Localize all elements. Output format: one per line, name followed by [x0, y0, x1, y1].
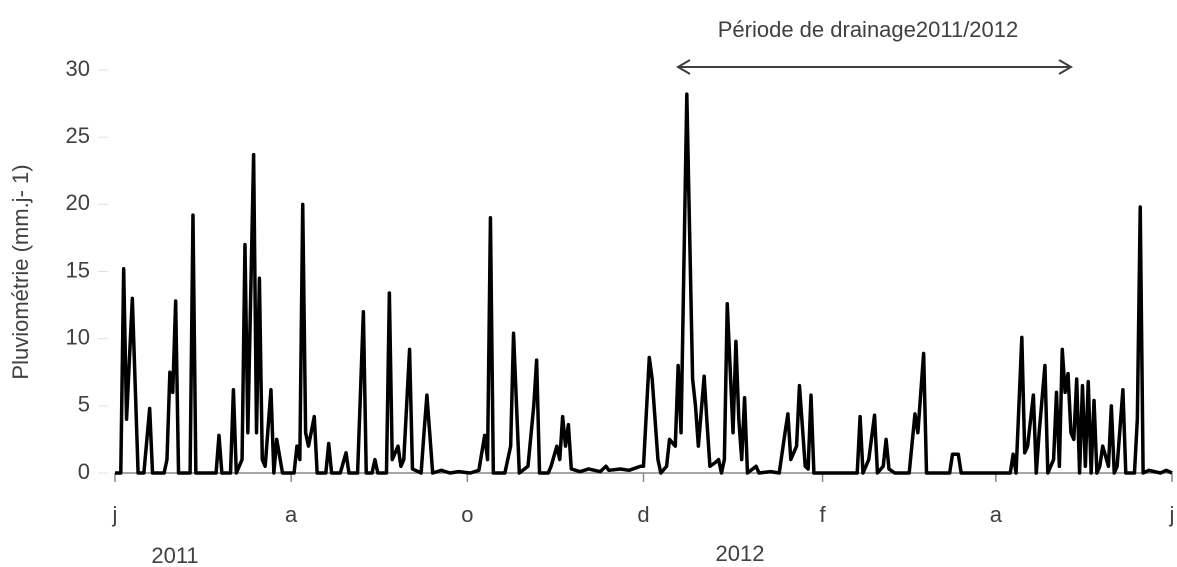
- x-tick-label: j: [112, 502, 118, 527]
- year-label: 2011: [151, 543, 198, 567]
- annotation: Période de drainage2011/2012: [718, 17, 1019, 42]
- x-tick-label: j: [1169, 502, 1175, 527]
- y-tick-label: 0: [78, 459, 90, 484]
- x-tick-label: a: [990, 502, 1003, 527]
- y-tick-label: 10: [66, 324, 90, 349]
- y-axis-label: Pluviométrie (mm.j- 1): [8, 164, 33, 379]
- x-tick-label: f: [819, 502, 826, 527]
- y-tick-label: 25: [66, 123, 90, 148]
- y-tick-label: 5: [78, 392, 90, 417]
- arrow-head-right: [1058, 59, 1073, 75]
- period-arrow: [676, 59, 1073, 75]
- y-tick-label: 30: [66, 56, 90, 81]
- arrow-head-left: [676, 59, 691, 75]
- y-tick-label: 15: [66, 257, 90, 282]
- x-tick-label: d: [637, 502, 649, 527]
- x-tick-label: o: [461, 502, 473, 527]
- year-label: 2012: [716, 541, 765, 566]
- x-tick-label: a: [285, 502, 298, 527]
- rain-line: [115, 92, 1173, 475]
- y-tick-label: 20: [66, 190, 90, 215]
